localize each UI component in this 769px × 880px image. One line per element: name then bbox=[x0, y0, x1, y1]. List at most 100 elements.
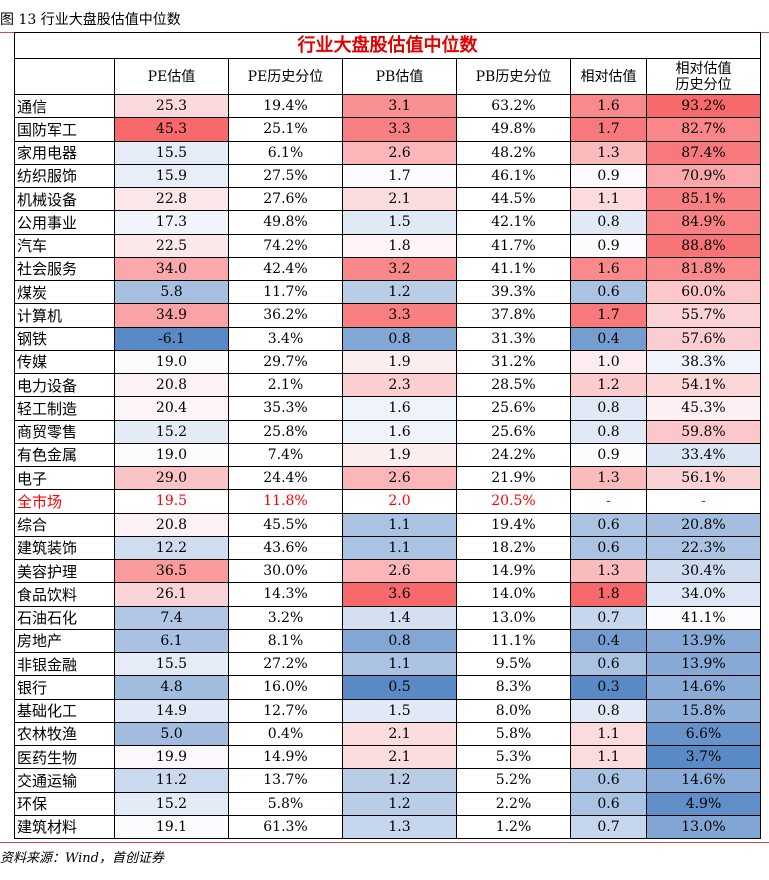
table-row: 全市场 19.5 11.8% 2.0 20.5% - - bbox=[14, 489, 761, 514]
pb-percentile-cell: 8.0% bbox=[456, 698, 571, 723]
pb-value-cell: 2.1 bbox=[342, 186, 457, 212]
pe-value-cell: 19.1 bbox=[114, 814, 229, 840]
relative-value-cell: 1.3 bbox=[570, 465, 647, 491]
pb-percentile-cell: 41.1% bbox=[456, 256, 571, 282]
industry-name-cell: 公用事业 bbox=[14, 210, 115, 235]
header-row: PE估值 PE历史分位 PB估值 PB历史分位 相对估值 相对估值 历史分位 bbox=[14, 58, 761, 95]
pe-value-cell: 45.3 bbox=[114, 117, 229, 142]
table-row: 商贸零售 15.2 25.8% 1.6 25.6% 0.8 59.8% bbox=[14, 419, 761, 444]
industry-name-cell: 传媒 bbox=[14, 349, 115, 375]
relative-value-cell: 1.3 bbox=[570, 140, 647, 165]
pb-value-cell: 0.8 bbox=[342, 628, 457, 654]
relative-percentile-cell: 22.3% bbox=[646, 535, 761, 561]
table-row: 石油石化 7.4 3.2% 1.4 13.0% 0.7 41.1% bbox=[14, 605, 761, 630]
header-pe: PE估值 bbox=[114, 58, 229, 95]
pb-percentile-cell: 24.2% bbox=[456, 442, 571, 468]
pb-value-cell: 1.9 bbox=[342, 349, 457, 375]
relative-percentile-cell: 45.3% bbox=[646, 396, 761, 421]
industry-name-cell: 非银金融 bbox=[14, 651, 115, 677]
pb-value-cell: 1.1 bbox=[342, 651, 457, 677]
table-row: 纺织服饰 15.9 27.5% 1.7 46.1% 0.9 70.9% bbox=[14, 163, 761, 189]
pb-percentile-cell: 48.2% bbox=[456, 140, 571, 165]
relative-value-cell: 0.6 bbox=[570, 512, 647, 537]
pe-percentile-cell: 11.7% bbox=[228, 279, 343, 305]
pe-percentile-cell: 5.8% bbox=[228, 791, 343, 816]
relative-value-cell: 0.4 bbox=[570, 628, 647, 654]
pe-value-cell: 7.4 bbox=[114, 605, 229, 630]
industry-name-cell: 建筑装饰 bbox=[14, 535, 115, 561]
industry-name-cell: 煤炭 bbox=[14, 279, 115, 305]
relative-percentile-cell: 13.9% bbox=[646, 628, 761, 654]
pe-percentile-cell: 27.5% bbox=[228, 163, 343, 189]
relative-value-cell: 1.1 bbox=[570, 721, 647, 747]
relative-value-cell: 0.6 bbox=[570, 768, 647, 793]
pb-percentile-cell: 2.2% bbox=[456, 791, 571, 816]
relative-percentile-cell: 55.7% bbox=[646, 303, 761, 328]
pe-percentile-cell: 36.2% bbox=[228, 303, 343, 328]
pe-value-cell: 5.8 bbox=[114, 279, 229, 305]
table-row: 电子 29.0 24.4% 2.6 21.9% 1.3 56.1% bbox=[14, 465, 761, 491]
relative-value-cell: 0.8 bbox=[570, 419, 647, 444]
pb-value-cell: 1.3 bbox=[342, 814, 457, 840]
pe-value-cell: 19.0 bbox=[114, 442, 229, 468]
pb-percentile-cell: 41.7% bbox=[456, 233, 571, 258]
table-row: 建筑材料 19.1 61.3% 1.3 1.2% 0.7 13.0% bbox=[14, 814, 761, 840]
relative-percentile-cell: 6.6% bbox=[646, 721, 761, 747]
relative-percentile-cell: 93.2% bbox=[646, 93, 761, 119]
relative-percentile-cell: 4.9% bbox=[646, 791, 761, 816]
pe-value-cell: 11.2 bbox=[114, 768, 229, 793]
table-row: 计算机 34.9 36.2% 3.3 37.8% 1.7 55.7% bbox=[14, 303, 761, 328]
pe-percentile-cell: 16.0% bbox=[228, 675, 343, 700]
table-row: 机械设备 22.8 27.6% 2.1 44.5% 1.1 85.1% bbox=[14, 186, 761, 212]
table-row: 银行 4.8 16.0% 0.5 8.3% 0.3 14.6% bbox=[14, 675, 761, 700]
industry-name-cell: 社会服务 bbox=[14, 256, 115, 282]
table-row: 汽车 22.5 74.2% 1.8 41.7% 0.9 88.8% bbox=[14, 233, 761, 258]
table-row: 社会服务 34.0 42.4% 3.2 41.1% 1.6 81.8% bbox=[14, 256, 761, 282]
industry-name-cell: 基础化工 bbox=[14, 698, 115, 723]
pe-percentile-cell: 30.0% bbox=[228, 558, 343, 584]
relative-value-cell: 1.1 bbox=[570, 186, 647, 212]
relative-value-cell: 0.6 bbox=[570, 279, 647, 305]
pb-value-cell: 3.3 bbox=[342, 117, 457, 142]
pb-value-cell: 3.6 bbox=[342, 582, 457, 607]
relative-percentile-cell: 15.8% bbox=[646, 698, 761, 723]
pe-value-cell: 25.3 bbox=[114, 93, 229, 119]
relative-value-cell: 1.0 bbox=[570, 349, 647, 375]
pe-percentile-cell: 8.1% bbox=[228, 628, 343, 654]
pb-value-cell: 1.1 bbox=[342, 512, 457, 537]
pe-value-cell: 15.5 bbox=[114, 651, 229, 677]
table-row: 综合 20.8 45.5% 1.1 19.4% 0.6 20.8% bbox=[14, 512, 761, 537]
pb-percentile-cell: 46.1% bbox=[456, 163, 571, 189]
industry-name-cell: 钢铁 bbox=[14, 326, 115, 351]
pe-value-cell: 20.8 bbox=[114, 372, 229, 398]
industry-name-cell: 家用电器 bbox=[14, 140, 115, 165]
pe-value-cell: -6.1 bbox=[114, 326, 229, 351]
pe-percentile-cell: 74.2% bbox=[228, 233, 343, 258]
pb-percentile-cell: 31.2% bbox=[456, 349, 571, 375]
pb-percentile-cell: 5.8% bbox=[456, 721, 571, 747]
pe-value-cell: 26.1 bbox=[114, 582, 229, 607]
pb-percentile-cell: 1.2% bbox=[456, 814, 571, 840]
header-relative-percentile: 相对估值 历史分位 bbox=[646, 58, 761, 95]
pb-percentile-cell: 13.0% bbox=[456, 605, 571, 630]
pe-percentile-cell: 27.2% bbox=[228, 651, 343, 677]
pb-percentile-cell: 42.1% bbox=[456, 210, 571, 235]
table-row: 传媒 19.0 29.7% 1.9 31.2% 1.0 38.3% bbox=[14, 349, 761, 375]
relative-value-cell: 0.9 bbox=[570, 233, 647, 258]
pe-value-cell: 15.2 bbox=[114, 419, 229, 444]
pe-percentile-cell: 43.6% bbox=[228, 535, 343, 561]
pb-value-cell: 2.6 bbox=[342, 465, 457, 491]
pb-value-cell: 3.2 bbox=[342, 256, 457, 282]
industry-name-cell: 房地产 bbox=[14, 628, 115, 654]
relative-percentile-cell: 81.8% bbox=[646, 256, 761, 282]
pb-percentile-cell: 39.3% bbox=[456, 279, 571, 305]
pb-value-cell: 1.6 bbox=[342, 396, 457, 421]
pb-value-cell: 2.0 bbox=[342, 489, 457, 514]
relative-percentile-cell: 70.9% bbox=[646, 163, 761, 189]
pb-percentile-cell: 5.3% bbox=[456, 744, 571, 770]
pb-percentile-cell: 18.2% bbox=[456, 535, 571, 561]
industry-name-cell: 通信 bbox=[14, 93, 115, 119]
source-rule bbox=[0, 842, 769, 843]
table-row: 轻工制造 20.4 35.3% 1.6 25.6% 0.8 45.3% bbox=[14, 396, 761, 421]
pe-value-cell: 12.2 bbox=[114, 535, 229, 561]
